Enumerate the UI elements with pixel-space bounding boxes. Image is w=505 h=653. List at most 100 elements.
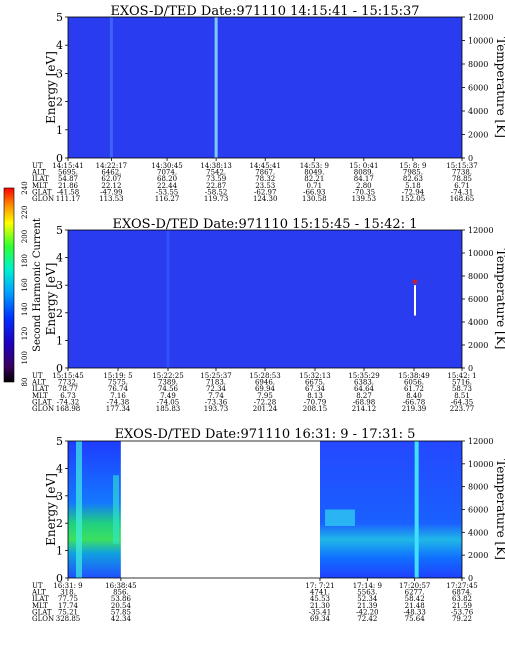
y2-tick-label: 4000: [468, 528, 488, 537]
y-tick-label: 1: [56, 124, 63, 137]
table-cell: 15:35:29: [348, 372, 379, 380]
table-cell: 177.34: [106, 405, 131, 413]
table-row-label: UT: [32, 582, 43, 590]
panel-2: EXOS-D/TED Date:971110 15:15:45 - 15:42:…: [31, 217, 505, 413]
table-row-label: ILAT: [32, 385, 49, 393]
table-cell: 64.64: [354, 385, 375, 393]
y2-tick-label: 0: [468, 154, 473, 163]
table-cell: 4741.: [310, 589, 330, 597]
colorbar-tick-label: 200: [21, 230, 29, 243]
table-cell: 20.54: [111, 602, 132, 610]
table-row-label: GLAT: [32, 608, 52, 616]
table-cell: -74.31: [451, 188, 473, 196]
y2-tick-label: 10000: [468, 37, 493, 46]
table-cell: 15: 8: 9: [399, 162, 426, 170]
table-cell: 119.73: [204, 195, 229, 203]
y2-tick-label: 4000: [468, 318, 488, 327]
table-row-label: ILAT: [32, 595, 49, 603]
panel-title: EXOS-D/TED Date:971110 14:15:41 - 15:15:…: [110, 4, 419, 19]
table-cell: 67.34: [305, 385, 326, 393]
spectrogram-stripe: [166, 230, 170, 368]
table-cell: 5695.: [58, 169, 78, 177]
colorbar-tick-label: 120: [21, 327, 29, 340]
table-cell: 124.30: [253, 195, 278, 203]
table-cell: 8.51: [454, 392, 470, 400]
table-cell: 856.: [113, 589, 129, 597]
table-cell: 14:38:13: [200, 162, 231, 170]
y-tick-label: 5: [56, 11, 63, 24]
table-row-label: UT: [32, 162, 43, 170]
table-row-label: GLON: [32, 615, 54, 623]
table-cell: 45.53: [310, 595, 330, 603]
y2-tick-label: 12000: [468, 226, 493, 235]
table-cell: 5716.: [452, 379, 472, 387]
table-cell: 8049.: [304, 169, 324, 177]
table-cell: 76.74: [108, 385, 129, 393]
table-cell: -53.55: [156, 188, 178, 196]
y-tick-label: 4: [56, 252, 63, 265]
table-row-label: MLT: [32, 392, 48, 400]
y2-tick-label: 2000: [468, 341, 488, 350]
table-cell: 0.71: [307, 182, 323, 190]
table-cell: 14:15:41: [52, 162, 83, 170]
y2-tick-label: 6000: [468, 506, 488, 515]
table-cell: 69.94: [255, 385, 276, 393]
y-tick-label: 2: [56, 307, 63, 320]
table-cell: 318.: [60, 589, 76, 597]
y2-tick-label: 6000: [468, 295, 488, 304]
y2-tick-label: 10000: [468, 249, 493, 258]
table-row-label: UT: [32, 372, 43, 380]
table-row-label: GLON: [32, 405, 54, 413]
y2-tick-label: 8000: [468, 60, 488, 69]
colorbar-ticks: 80 100 120 140 160 180 200 220 240: [21, 181, 29, 386]
table-cell: 152.05: [401, 195, 426, 203]
table-cell: 7.74: [208, 392, 224, 400]
table-cell: 72.42: [357, 615, 377, 623]
colorbar-tick-label: 140: [21, 303, 29, 316]
table-cell: 7575.: [108, 379, 128, 387]
table-cell: 72.34: [206, 385, 227, 393]
table-row-label: ALT: [31, 379, 46, 387]
table-cell: 7389.: [158, 379, 178, 387]
table-cell: 82.63: [403, 175, 423, 183]
table-cell: 185.83: [156, 405, 181, 413]
table-cell: 8.40: [406, 392, 422, 400]
table-cell: -35.41: [309, 608, 331, 616]
spectrogram-stripe: [76, 441, 82, 578]
table-cell: 15:32:13: [299, 372, 330, 380]
table-cell: 14:53: 9: [300, 162, 329, 170]
table-cell: 8.13: [307, 392, 323, 400]
table-cell: 75.21: [58, 608, 78, 616]
table-cell: 61.72: [404, 385, 424, 393]
colorbar: 80 100 120 140 160 180 200 220 240 Second Harmon…: [3, 181, 43, 386]
table-cell: -73.36: [205, 398, 228, 406]
table-cell: 7732.: [58, 379, 78, 387]
table-cell: 21.30: [310, 602, 330, 610]
table-cell: 15:38:49: [398, 372, 429, 380]
table-cell: 7985.: [403, 169, 423, 177]
table-cell: 21.39: [357, 602, 377, 610]
panel-3: EXOS-D/TED Date:971110 16:31: 9 - 17:31:…: [31, 427, 505, 623]
table-cell: -48.33: [403, 608, 425, 616]
spectrogram-stripe: [414, 441, 419, 578]
table-cell: -58.52: [205, 188, 227, 196]
table-row-label: ILAT: [32, 175, 49, 183]
y-tick-label: 4: [56, 462, 63, 475]
colorbar-label: Second Harmonic Current: [32, 218, 43, 352]
table-row-label: ALT: [31, 589, 46, 597]
table-cell: 52.34: [357, 595, 378, 603]
table-cell: 7738.: [452, 169, 472, 177]
y2-tick-label: 6000: [468, 84, 488, 93]
table-cell: 6874.: [452, 589, 472, 597]
y2-tick-label: 8000: [468, 483, 488, 492]
table-cell: 17.74: [58, 602, 79, 610]
spectrogram-background: [68, 230, 462, 368]
table-cell: -68.98: [353, 398, 375, 406]
y-tick-label: 2: [56, 96, 63, 109]
table-cell: 201.24: [253, 405, 278, 413]
table-cell: 17:27:45: [446, 582, 477, 590]
table-cell: 6.71: [454, 182, 470, 190]
table-cell: 73.59: [206, 175, 226, 183]
table-cell: -64.35: [451, 398, 473, 406]
table-cell: 57.85: [111, 608, 131, 616]
